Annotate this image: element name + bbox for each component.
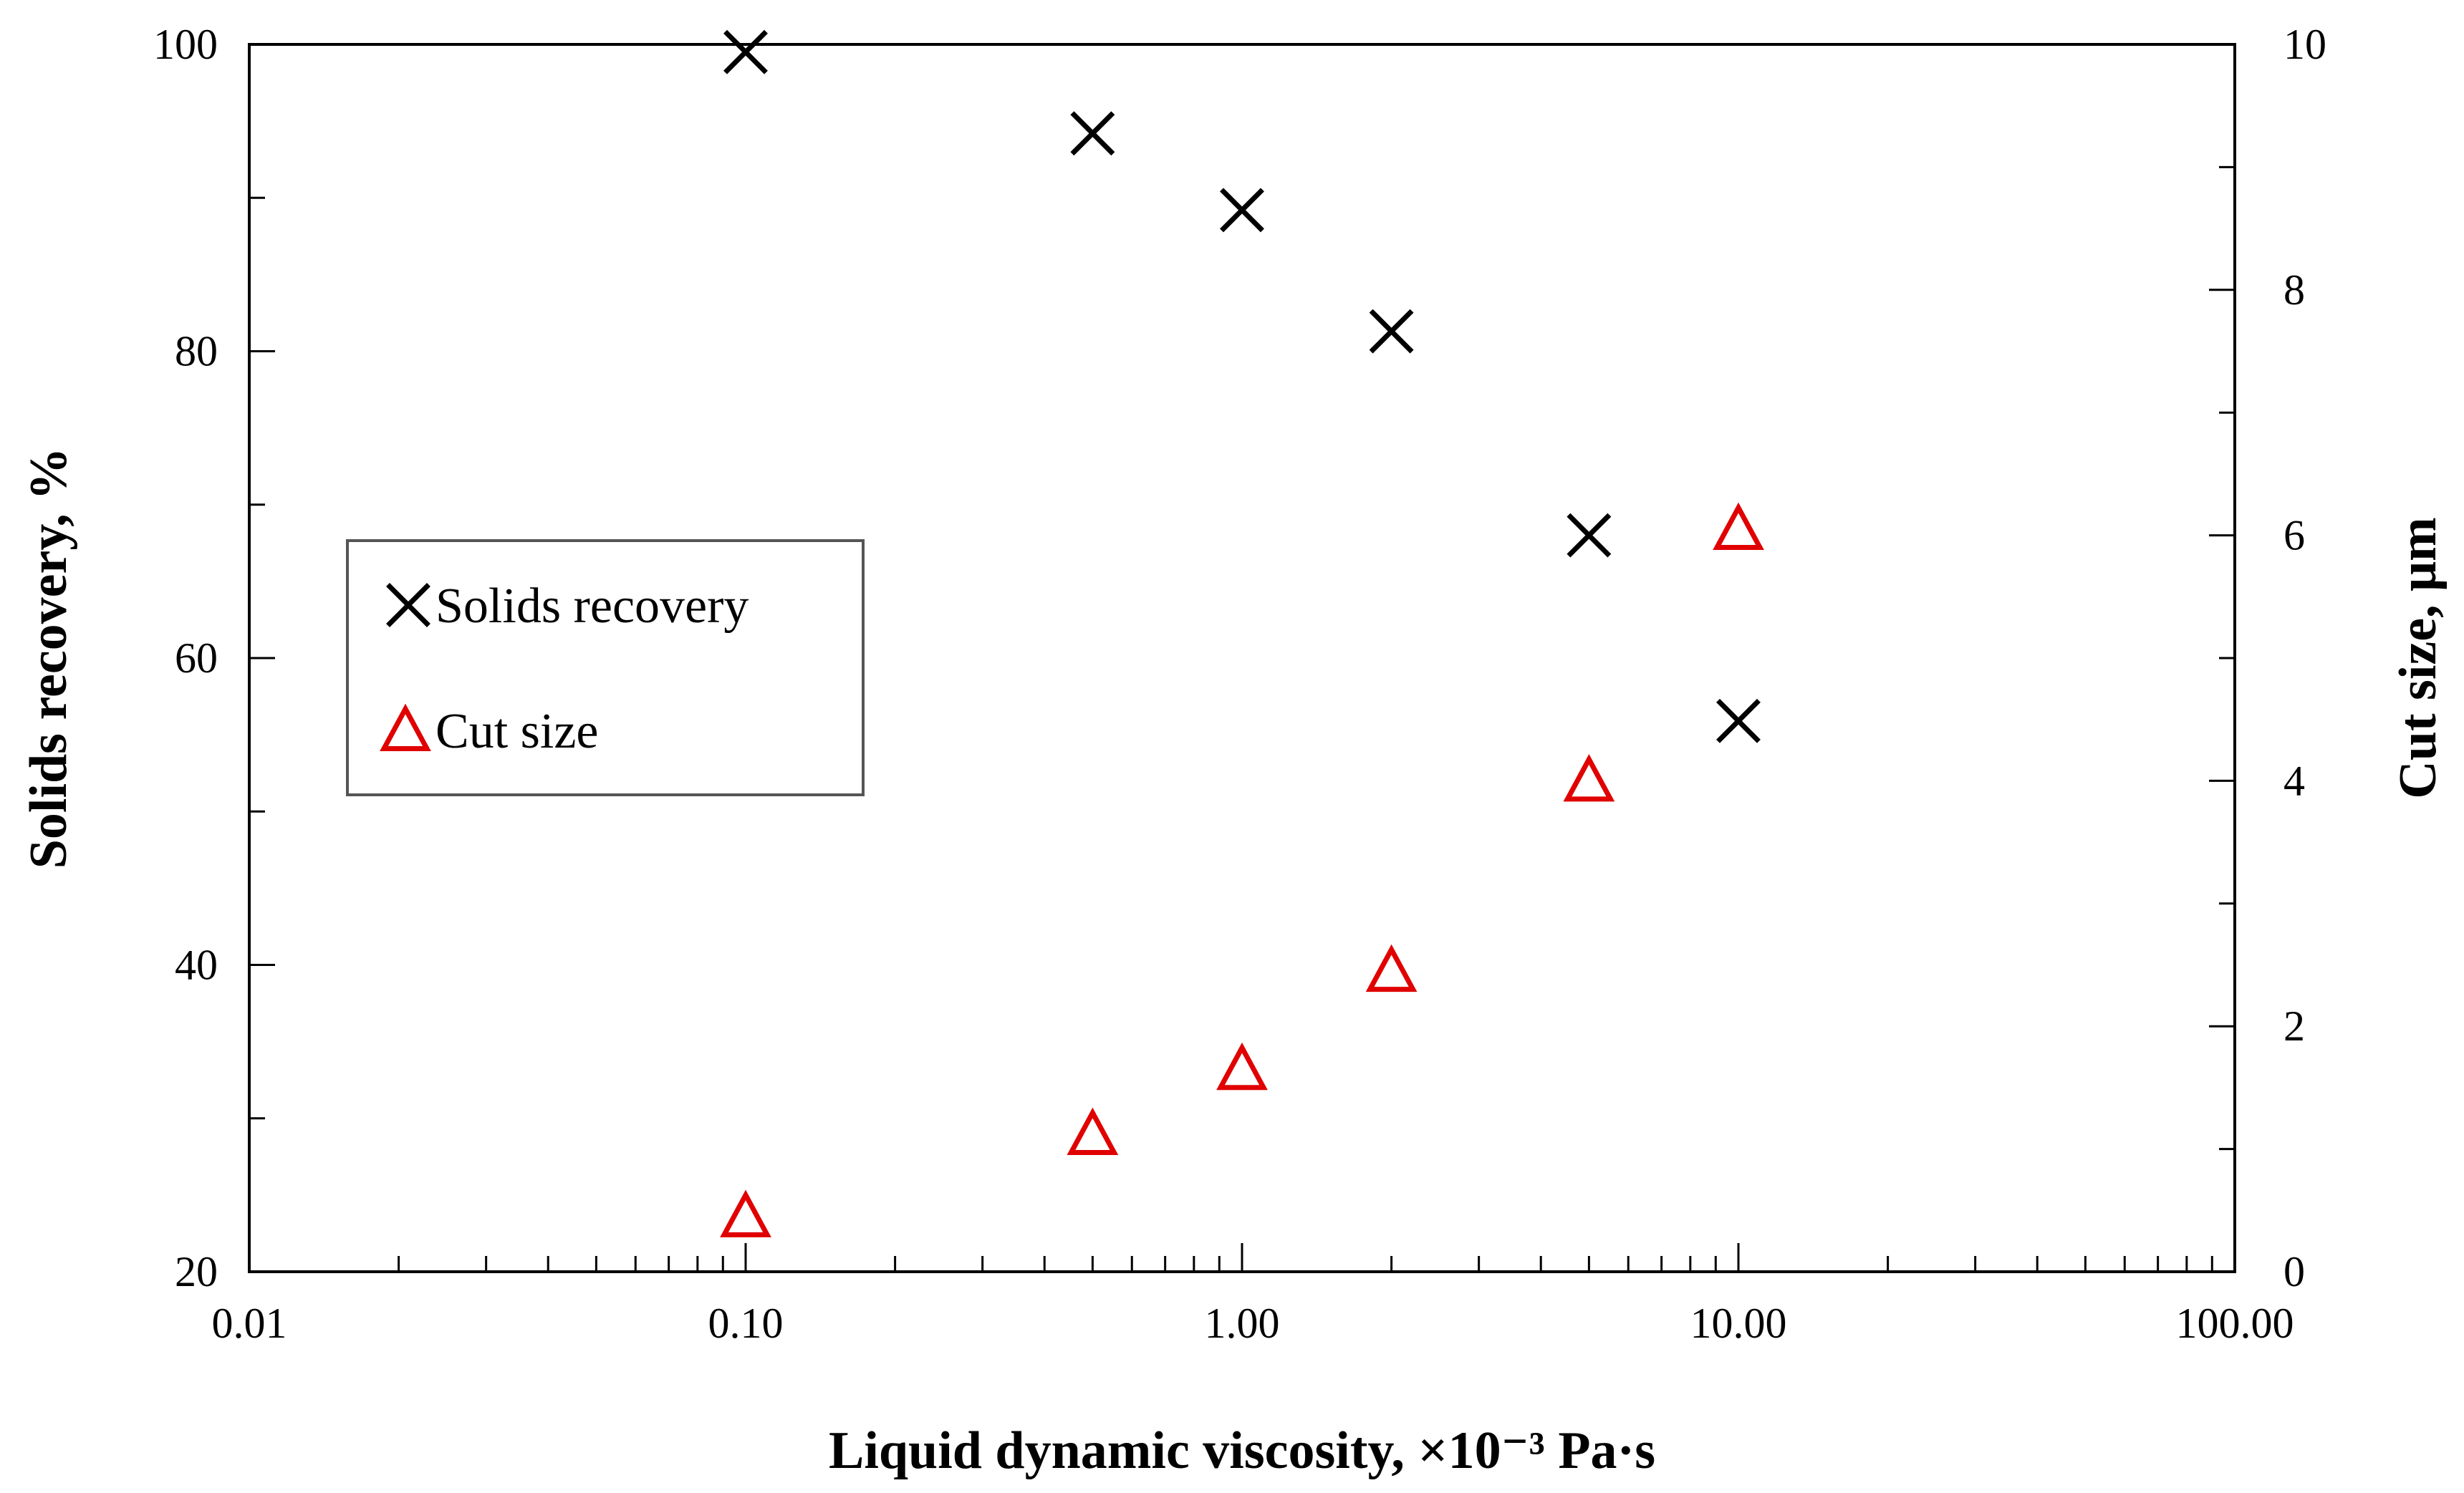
y2-tick-label: 10 bbox=[2283, 21, 2326, 68]
x-tick-label: 100.00 bbox=[2176, 1300, 2294, 1347]
solids-recovery-point bbox=[723, 29, 768, 74]
x-tick-label: 0.01 bbox=[212, 1300, 287, 1347]
y-tick-label: 60 bbox=[175, 634, 218, 682]
solids-recovery-point bbox=[1369, 309, 1414, 354]
axes-layer: 0.01 0.10 1.00 10.00 100.00 20 40 60 80 100 0 2 4 6 8 1… bbox=[19, 21, 2448, 1480]
marks-layer bbox=[720, 29, 1764, 1237]
legend-box bbox=[346, 539, 865, 796]
y2-axis-title: Cut size, μm bbox=[2389, 517, 2448, 798]
solids-recovery-point bbox=[1567, 513, 1612, 558]
y2-tick-label: 0 bbox=[2283, 1248, 2305, 1295]
solids-recovery-point bbox=[1220, 188, 1264, 233]
legend-label: Cut size bbox=[435, 704, 598, 759]
cut-size-point bbox=[720, 1189, 771, 1237]
legend-label: Solids recovery bbox=[435, 579, 749, 634]
y-tick-label: 80 bbox=[175, 328, 218, 375]
cut-size-point bbox=[1713, 502, 1764, 551]
x-tick-label: 1.00 bbox=[1205, 1300, 1280, 1347]
x-axis-title: Liquid dynamic viscosity, ×10⁻³ Pa·s bbox=[829, 1421, 1655, 1480]
y-tick-label: 40 bbox=[175, 942, 218, 989]
x-stroke bbox=[1070, 111, 1115, 156]
y-axis-title: Solids recovery, % bbox=[19, 448, 78, 869]
y-tick-label: 20 bbox=[175, 1248, 218, 1295]
legend: Solids recovery Cut size bbox=[346, 539, 865, 796]
y-tick-label: 100 bbox=[153, 21, 218, 68]
x-tick-label: 0.10 bbox=[708, 1300, 784, 1347]
y2-tick-label: 2 bbox=[2283, 1002, 2305, 1050]
cut-size-point bbox=[1067, 1107, 1119, 1156]
x-stroke bbox=[723, 29, 768, 74]
y2-tick-label: 4 bbox=[2283, 757, 2305, 804]
solids-recovery-point bbox=[1716, 698, 1761, 743]
x-stroke bbox=[1220, 188, 1264, 233]
x-stroke bbox=[386, 583, 430, 627]
cut-size-point bbox=[1365, 944, 1418, 992]
cut-size-point bbox=[1563, 754, 1615, 802]
y2-tick-label: 8 bbox=[2283, 266, 2305, 314]
x-tick-label: 10.00 bbox=[1690, 1300, 1787, 1347]
x-stroke bbox=[1716, 698, 1761, 743]
x-stroke bbox=[1369, 309, 1414, 354]
legend-marker-x bbox=[386, 583, 430, 627]
x-stroke bbox=[1567, 513, 1612, 558]
legend-marker-triangle bbox=[380, 703, 431, 751]
cut-size-point bbox=[1216, 1042, 1268, 1091]
solids-recovery-point bbox=[1070, 111, 1115, 156]
y2-tick-label: 6 bbox=[2283, 512, 2305, 559]
